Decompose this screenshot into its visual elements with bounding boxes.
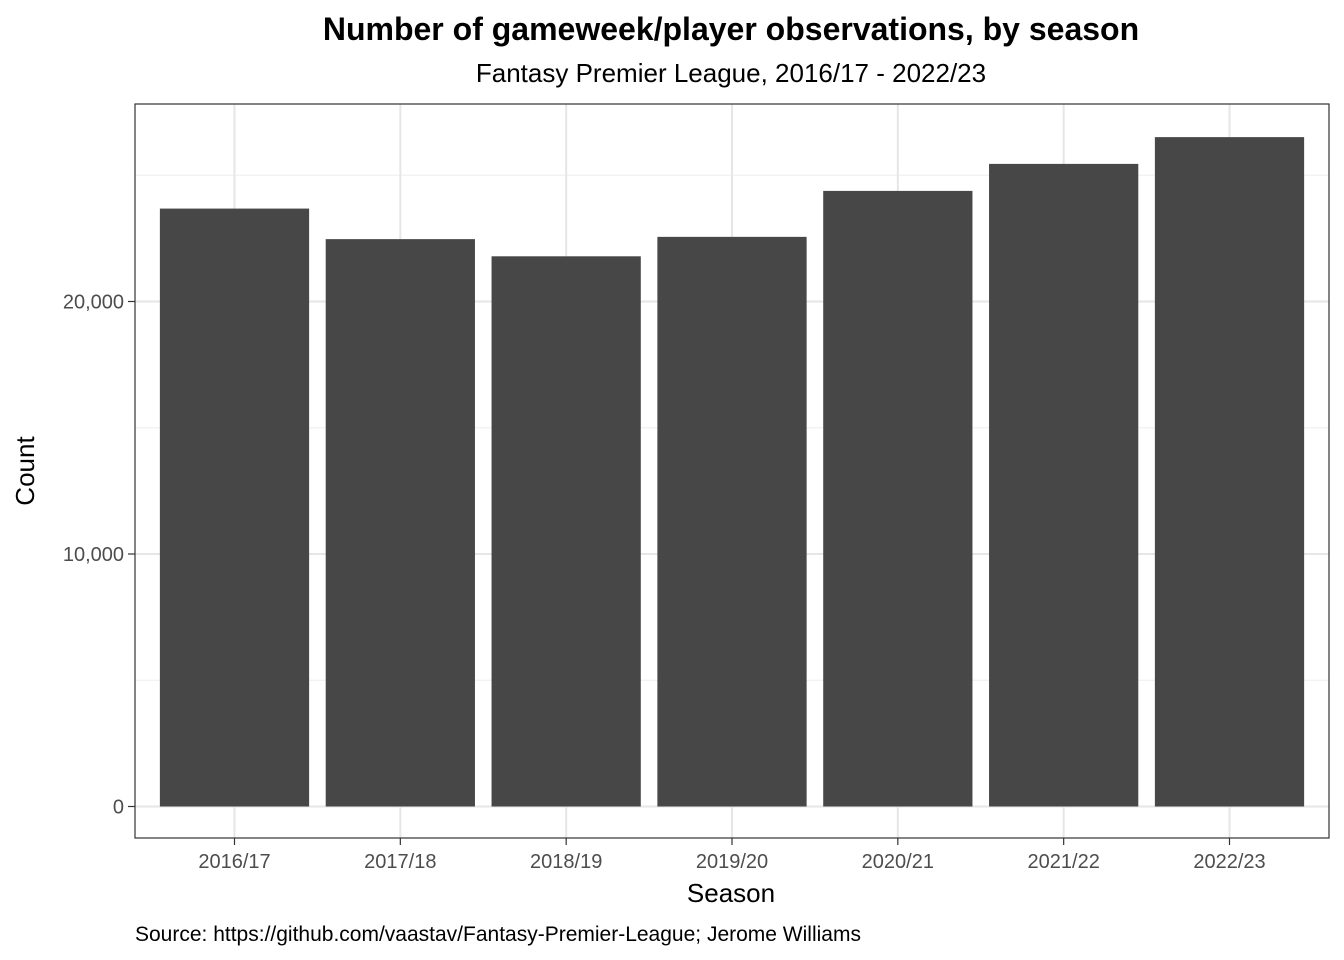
bar-2022-23 [1154,137,1305,807]
bar-2018-19 [491,256,641,807]
x-tick-label: 2018/19 [530,851,602,873]
bar-2020-21 [823,190,973,807]
x-tick-label: 2021/22 [1028,851,1100,873]
chart-title: Number of gameweek/player observations, … [323,11,1139,47]
x-tick-label: 2017/18 [364,851,436,873]
x-axis-title: Season [687,878,775,908]
y-axis-title: Count [10,436,40,506]
x-tick-label: 2019/20 [696,851,768,873]
y-axis: 0 10,000 20,000 [63,292,135,819]
y-tick-label: 20,000 [63,292,124,314]
y-tick-label: 0 [113,797,124,819]
x-tick-label: 2020/21 [862,851,934,873]
x-tick-label: 2016/17 [198,851,270,873]
chart-caption: Source: https://github.com/vaastav/Fanta… [135,923,861,946]
x-tick-label: 2022/23 [1193,851,1265,873]
bar-2017-18 [325,239,475,807]
bar-2021-22 [989,163,1139,807]
bars [159,137,1305,807]
bar-2019-20 [657,236,807,807]
y-tick-label: 10,000 [63,544,124,566]
x-axis: 2016/17 2017/18 2018/19 2019/20 2020/21 2021/… [198,838,1266,873]
chart-subtitle: Fantasy Premier League, 2016/17 - 2022/2… [476,58,986,88]
bar-2016-17 [159,208,310,807]
